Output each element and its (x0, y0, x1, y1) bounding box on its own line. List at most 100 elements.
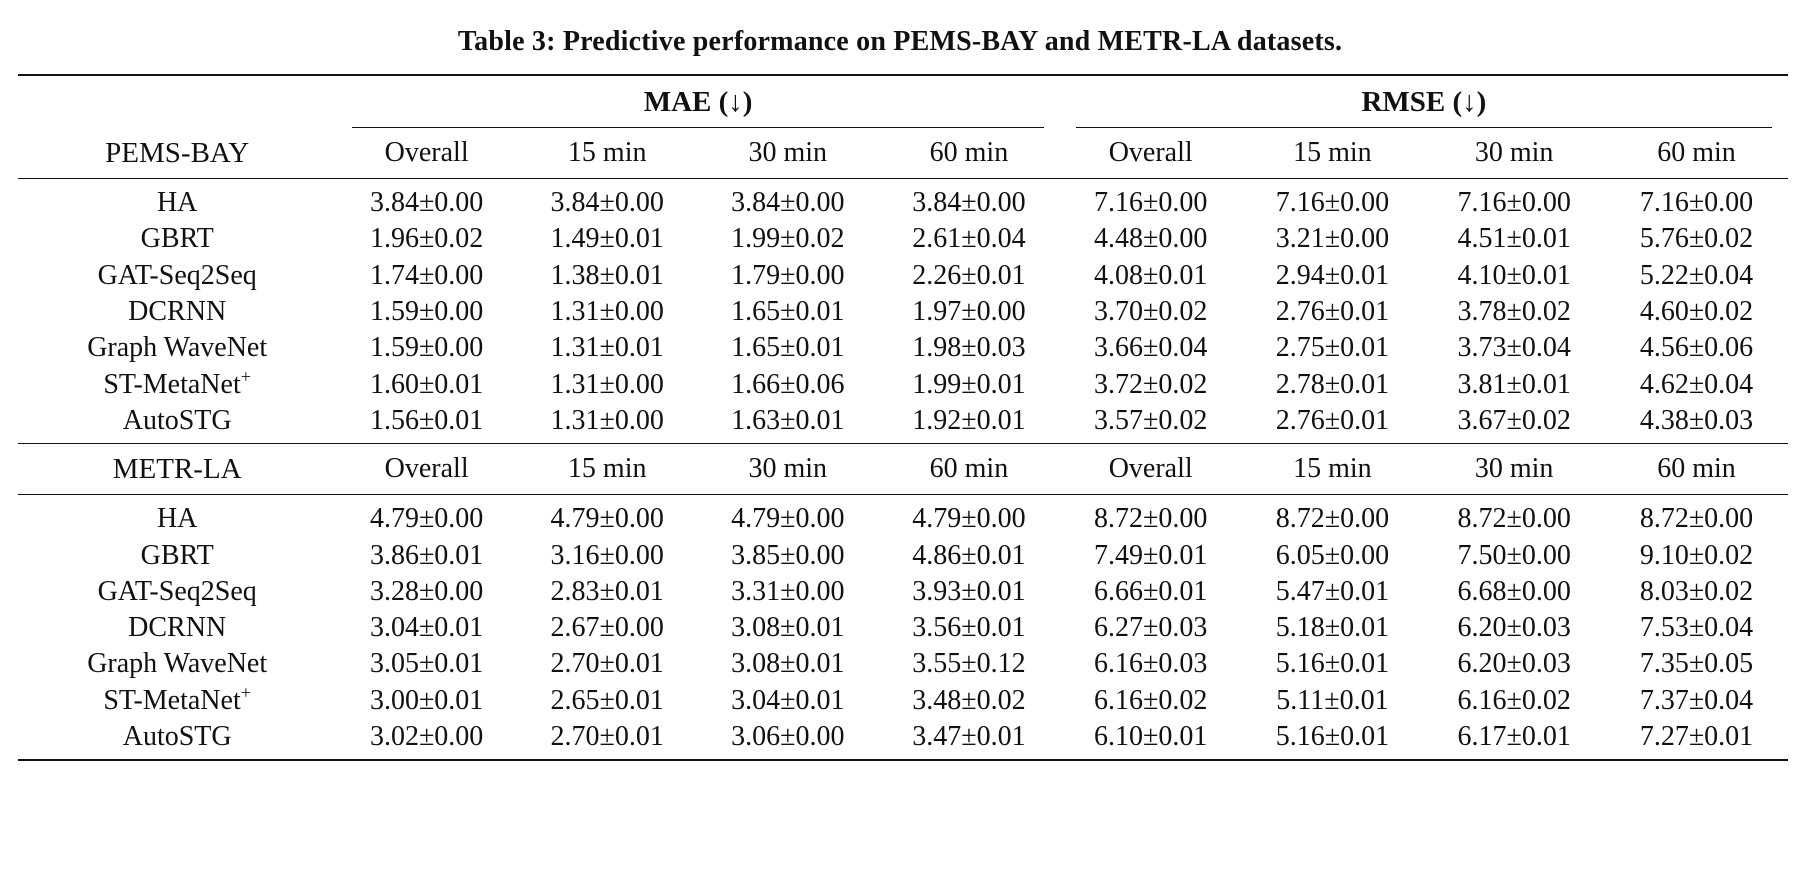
value-cell: 3.67±0.02 (1457, 404, 1571, 436)
table-row: DCRNN 1.59±0.00 1.31±0.00 1.65±0.01 1.97±0.0… (18, 294, 1788, 330)
table-row: AutoSTG 1.56±0.01 1.31±0.00 1.63±0.01 1.92±0… (18, 403, 1788, 444)
value-cell: 3.84±0.00 (516, 178, 698, 222)
value-cell: 1.92±0.01 (912, 404, 1026, 436)
method-label: HA (156, 503, 198, 535)
value-cell: 1.97±0.00 (912, 296, 1026, 328)
table-row: Graph WaveNet 1.59±0.00 1.31±0.01 1.65±0.01… (18, 330, 1788, 366)
value-cell: 1.38±0.01 (550, 259, 664, 291)
column-header: Overall (384, 137, 469, 168)
method-label: GAT-Seq2Seq (97, 575, 257, 607)
column-header: 30 min (1474, 137, 1554, 168)
method-label: GBRT (140, 223, 214, 255)
method-name: ST-MetaNet+ (18, 683, 336, 719)
method-label: Graph WaveNet (87, 648, 268, 680)
value-cell: 4.38±0.03 (1639, 404, 1754, 436)
value-cell: 7.16±0.00 (1059, 178, 1242, 222)
value-cell: 4.08±0.01 (1093, 259, 1208, 291)
method-name: ST-MetaNet+ (18, 366, 336, 402)
value-cell: 3.81±0.01 (1457, 368, 1571, 400)
value-cell: 7.27±0.01 (1605, 718, 1788, 762)
method-name: Graph WaveNet (18, 646, 336, 682)
corner-cell (18, 74, 337, 128)
column-header: 60 min (1657, 137, 1736, 168)
method-name: Graph WaveNet (18, 330, 336, 366)
value-cell: 3.31±0.00 (731, 575, 845, 607)
table-row: HA 3.84±0.00 3.84±0.00 3.84±0.00 3.84±0.00 7.… (18, 178, 1788, 222)
value-cell: 5.76±0.02 (1639, 223, 1754, 255)
value-cell: 1.99±0.01 (912, 368, 1026, 400)
value-cell: 2.83±0.01 (550, 575, 664, 607)
value-cell: 7.53±0.04 (1639, 612, 1754, 644)
value-cell: 8.72±0.00 (1605, 494, 1788, 538)
table-row: GAT-Seq2Seq 3.28±0.00 2.83±0.01 3.31±0.00 3.… (18, 574, 1788, 610)
value-cell: 7.37±0.04 (1639, 684, 1754, 716)
value-cell: 4.56±0.06 (1639, 332, 1754, 364)
value-cell: 4.79±0.00 (697, 494, 879, 538)
method-name: AutoSTG (18, 403, 336, 444)
value-cell: 3.84±0.00 (697, 178, 879, 222)
value-cell: 5.16±0.01 (1275, 648, 1390, 680)
value-cell: 1.65±0.01 (731, 296, 845, 328)
value-cell: 5.47±0.01 (1275, 575, 1390, 607)
rmse-group-label: RMSE (↓) (1075, 86, 1772, 128)
column-header: Overall (1059, 443, 1242, 495)
column-header: 15 min (1241, 443, 1424, 495)
value-cell: 3.04±0.01 (369, 612, 484, 644)
method-label: ST-MetaNet (103, 368, 241, 400)
value-cell: 3.56±0.01 (912, 612, 1026, 644)
value-cell: 1.65±0.01 (731, 332, 845, 364)
value-cell: 1.31±0.01 (550, 332, 664, 364)
value-cell: 3.66±0.04 (1093, 332, 1208, 364)
value-cell: 2.94±0.01 (1275, 259, 1390, 291)
value-cell: 6.68±0.00 (1457, 575, 1571, 607)
value-cell: 3.84±0.00 (336, 178, 517, 222)
column-header: 15 min (516, 443, 698, 495)
value-cell: 2.70±0.01 (516, 718, 698, 762)
value-cell: 1.59±0.00 (369, 296, 484, 328)
value-cell: 1.74±0.00 (369, 259, 484, 291)
value-cell: 3.85±0.00 (731, 539, 845, 571)
value-cell: 6.17±0.01 (1423, 718, 1606, 762)
value-cell: 3.21±0.00 (1275, 223, 1390, 255)
method-name: GAT-Seq2Seq (18, 258, 336, 294)
column-header: 30 min (748, 137, 828, 168)
method-label: DCRNN (128, 296, 227, 328)
value-cell: 2.61±0.04 (912, 223, 1026, 255)
value-cell: 4.79±0.00 (878, 494, 1060, 538)
value-cell: 2.65±0.01 (550, 684, 664, 716)
value-cell: 1.96±0.02 (369, 223, 484, 255)
value-cell: 3.47±0.01 (878, 718, 1060, 762)
method-name: DCRNN (18, 294, 336, 330)
value-cell: 9.10±0.02 (1639, 539, 1754, 571)
value-cell: 1.31±0.00 (550, 404, 664, 436)
value-cell: 3.70±0.02 (1093, 296, 1208, 328)
dataset-name: METR-LA (18, 443, 337, 495)
value-cell: 3.00±0.01 (369, 684, 484, 716)
value-cell: 8.72±0.00 (1241, 494, 1424, 538)
column-header: Overall (1108, 137, 1193, 168)
value-cell: 1.31±0.00 (550, 368, 664, 400)
value-cell: 3.08±0.01 (731, 648, 845, 680)
value-cell: 2.26±0.01 (912, 259, 1026, 291)
value-cell: 4.10±0.01 (1457, 259, 1571, 291)
column-header-row: METR-LA Overall 15 min 30 min 60 min Overall 1… (18, 443, 1788, 495)
method-name: HA (18, 178, 337, 222)
table-row: AutoSTG 3.02±0.00 2.70±0.01 3.06±0.00 3.47±0… (18, 718, 1788, 762)
value-cell: 3.48±0.02 (912, 684, 1026, 716)
method-name: GAT-Seq2Seq (18, 574, 336, 610)
value-cell: 6.27±0.03 (1093, 612, 1208, 644)
value-cell: 3.08±0.01 (731, 612, 845, 644)
value-cell: 8.72±0.00 (1423, 494, 1606, 538)
value-cell: 7.16±0.00 (1241, 178, 1424, 222)
table-row: DCRNN 3.04±0.01 2.67±0.00 3.08±0.01 3.56±0.0… (18, 610, 1788, 646)
value-cell: 1.59±0.00 (369, 332, 484, 364)
value-cell: 1.31±0.00 (550, 296, 664, 328)
table-row: GBRT 1.96±0.02 1.49±0.01 1.99±0.02 2.61±0.04… (18, 221, 1788, 257)
value-cell: 7.16±0.00 (1423, 178, 1606, 222)
method-label: HA (156, 187, 198, 219)
value-cell: 8.03±0.02 (1639, 575, 1754, 607)
method-label: GBRT (140, 539, 214, 571)
table-row: HA 4.79±0.00 4.79±0.00 4.79±0.00 4.79±0.00 8.… (18, 494, 1788, 538)
value-cell: 5.18±0.01 (1275, 612, 1390, 644)
value-cell: 6.16±0.02 (1457, 684, 1571, 716)
